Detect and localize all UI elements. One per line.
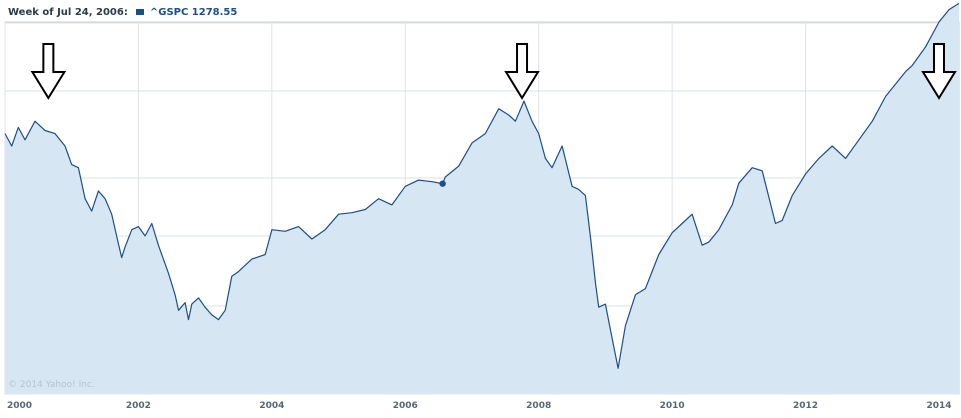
series-area (5, 3, 959, 395)
down-arrow-icon (30, 43, 67, 100)
legend-label: ^GSPC 1278.55 (149, 6, 238, 18)
x-tick-label: 2004 (259, 401, 284, 411)
x-tick-label: 2006 (393, 401, 418, 411)
x-tick-label: 2008 (526, 401, 551, 411)
down-arrow-icon (921, 43, 957, 100)
legend-swatch (135, 9, 144, 15)
series-line (4, 2, 960, 369)
week-label: Week of Jul 24, 2006: (8, 6, 128, 18)
data-marker (439, 180, 446, 187)
chart-header: Week of Jul 24, 2006: ^GSPC 1278.55 (8, 4, 237, 20)
x-tick-label: 2000 (7, 401, 32, 411)
x-tick-label: 2002 (126, 401, 151, 411)
x-tick-label: 2014 (926, 401, 951, 411)
down-arrow-icon (504, 43, 540, 100)
copyright-text: © 2014 Yahoo! Inc. (8, 380, 95, 390)
x-tick-label: 2010 (660, 401, 685, 411)
x-tick-label: 2012 (793, 401, 818, 411)
